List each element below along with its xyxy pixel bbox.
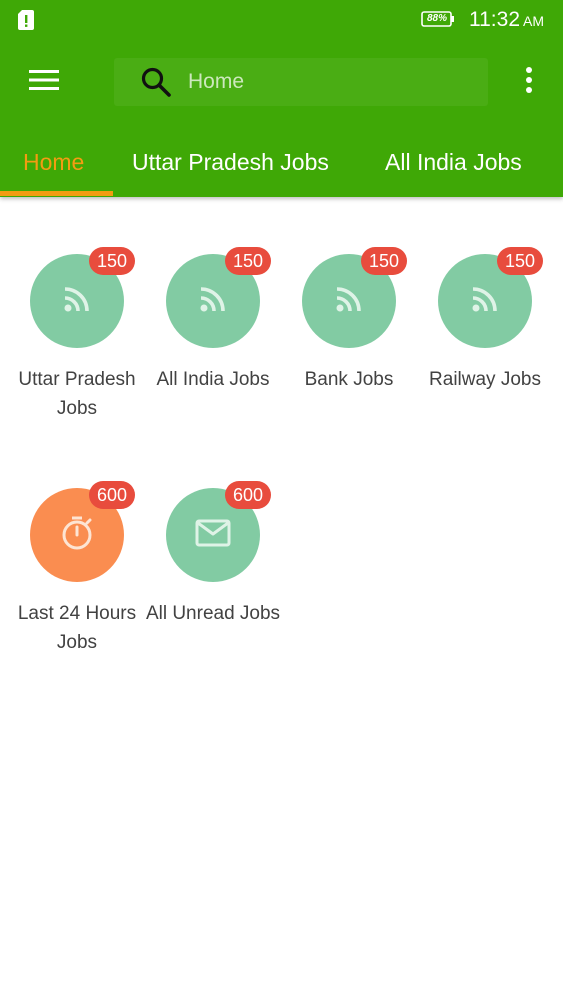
count-badge: 150 (89, 247, 135, 275)
rss-feed-icon (63, 285, 91, 318)
menu-button[interactable] (20, 62, 68, 102)
hamburger-menu-icon (29, 69, 59, 96)
count-badge: 150 (361, 247, 407, 275)
clock-ampm: AM (523, 13, 544, 29)
count-badge: 600 (225, 481, 271, 509)
tab-indicator (0, 191, 113, 196)
rss-feed-icon (471, 285, 499, 318)
mail-icon (195, 518, 231, 553)
app-bar: 88% 11:32 AM (0, 0, 563, 197)
sim-alert-icon (17, 9, 35, 31)
category-label: All Unread Jobs (145, 603, 281, 624)
category-tile-last-24-hours-jobs[interactable]: 600 Last 24 Hours Jobs (9, 431, 145, 653)
rss-feed-icon (335, 285, 363, 318)
category-label: Bank Jobs (304, 369, 394, 390)
tab-uttar-pradesh-jobs[interactable]: Uttar Pradesh Jobs (132, 149, 329, 175)
tab-bar: Home Uttar Pradesh Jobs All India Jobs (0, 127, 563, 197)
rss-feed-icon (199, 285, 227, 318)
search-input[interactable] (188, 58, 468, 106)
category-icon-circle (302, 254, 396, 348)
category-tile-railway-jobs[interactable]: 150 Railway Jobs (417, 197, 553, 397)
more-vertical-icon (525, 66, 533, 99)
category-grid: 150 Uttar Pradesh Jobs 150 All India Job… (0, 197, 563, 1000)
category-label: All India Jobs (156, 369, 270, 390)
battery-level: 88% (426, 13, 447, 24)
count-badge: 150 (497, 247, 543, 275)
toolbar (0, 40, 563, 125)
search-box[interactable] (114, 58, 488, 106)
more-options-button[interactable] (514, 60, 544, 104)
category-label: Uttar Pradesh Jobs (18, 369, 136, 419)
category-tile-all-india-jobs[interactable]: 150 All India Jobs (145, 197, 281, 397)
clock-time: 11:32 (469, 8, 520, 31)
status-bar: 88% 11:32 AM (0, 0, 563, 40)
tab-home[interactable]: Home (23, 149, 85, 175)
category-tile-uttar-pradesh-jobs[interactable]: 150 Uttar Pradesh Jobs (9, 197, 145, 419)
count-badge: 600 (89, 481, 135, 509)
category-label: Railway Jobs (429, 369, 541, 390)
category-tile-all-unread-jobs[interactable]: 600 All Unread Jobs (145, 431, 281, 631)
battery-icon (421, 11, 455, 27)
stopwatch-icon (59, 515, 95, 556)
tab-all-india-jobs[interactable]: All India Jobs (385, 149, 522, 175)
count-badge: 150 (225, 247, 271, 275)
category-tile-bank-jobs[interactable]: 150 Bank Jobs (281, 197, 417, 397)
search-icon (140, 66, 172, 98)
category-label: Last 24 Hours Jobs (17, 603, 137, 653)
status-clock: 11:32 AM (469, 6, 544, 34)
